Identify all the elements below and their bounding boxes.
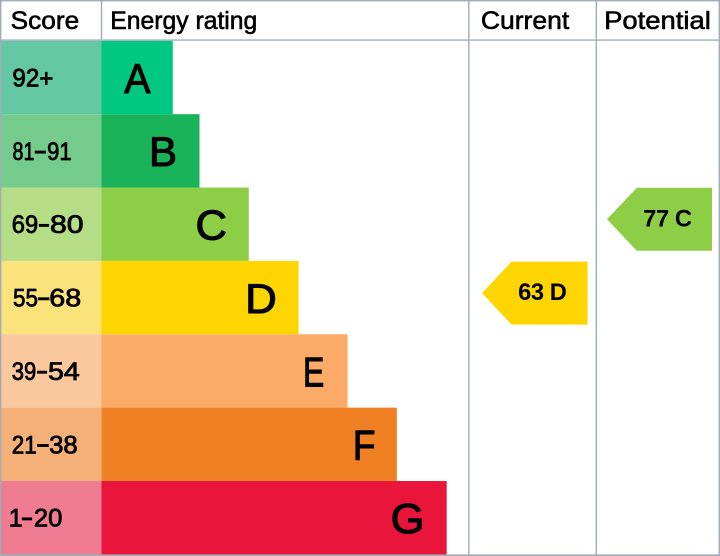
svg-text:E: E [303, 348, 324, 395]
svg-text:92+: 92+ [12, 65, 53, 93]
svg-text:Potential: Potential [604, 7, 711, 35]
svg-text:Current: Current [481, 7, 569, 35]
svg-text:A: A [124, 55, 150, 102]
svg-text:55: 55 [13, 285, 38, 313]
svg-text:63 D: 63 D [518, 280, 567, 306]
svg-text:20: 20 [34, 505, 63, 533]
svg-text:39: 39 [12, 358, 37, 386]
svg-text:C: C [196, 202, 228, 249]
svg-text:G: G [391, 495, 425, 542]
svg-text:Energy rating: Energy rating [110, 7, 257, 35]
svg-text:Score: Score [11, 7, 80, 35]
svg-text:F: F [353, 422, 376, 469]
svg-text:80: 80 [50, 211, 84, 239]
svg-text:68: 68 [49, 285, 81, 313]
svg-text:91: 91 [47, 138, 72, 166]
svg-text:38: 38 [49, 431, 78, 459]
svg-text:69: 69 [12, 211, 38, 239]
svg-text:54: 54 [48, 358, 80, 386]
svg-text:B: B [149, 128, 177, 175]
svg-text:81: 81 [13, 138, 35, 166]
svg-text:1: 1 [9, 505, 23, 533]
svg-text:D: D [245, 275, 277, 322]
svg-text:77 C: 77 C [643, 206, 692, 232]
svg-text:21: 21 [12, 431, 37, 459]
